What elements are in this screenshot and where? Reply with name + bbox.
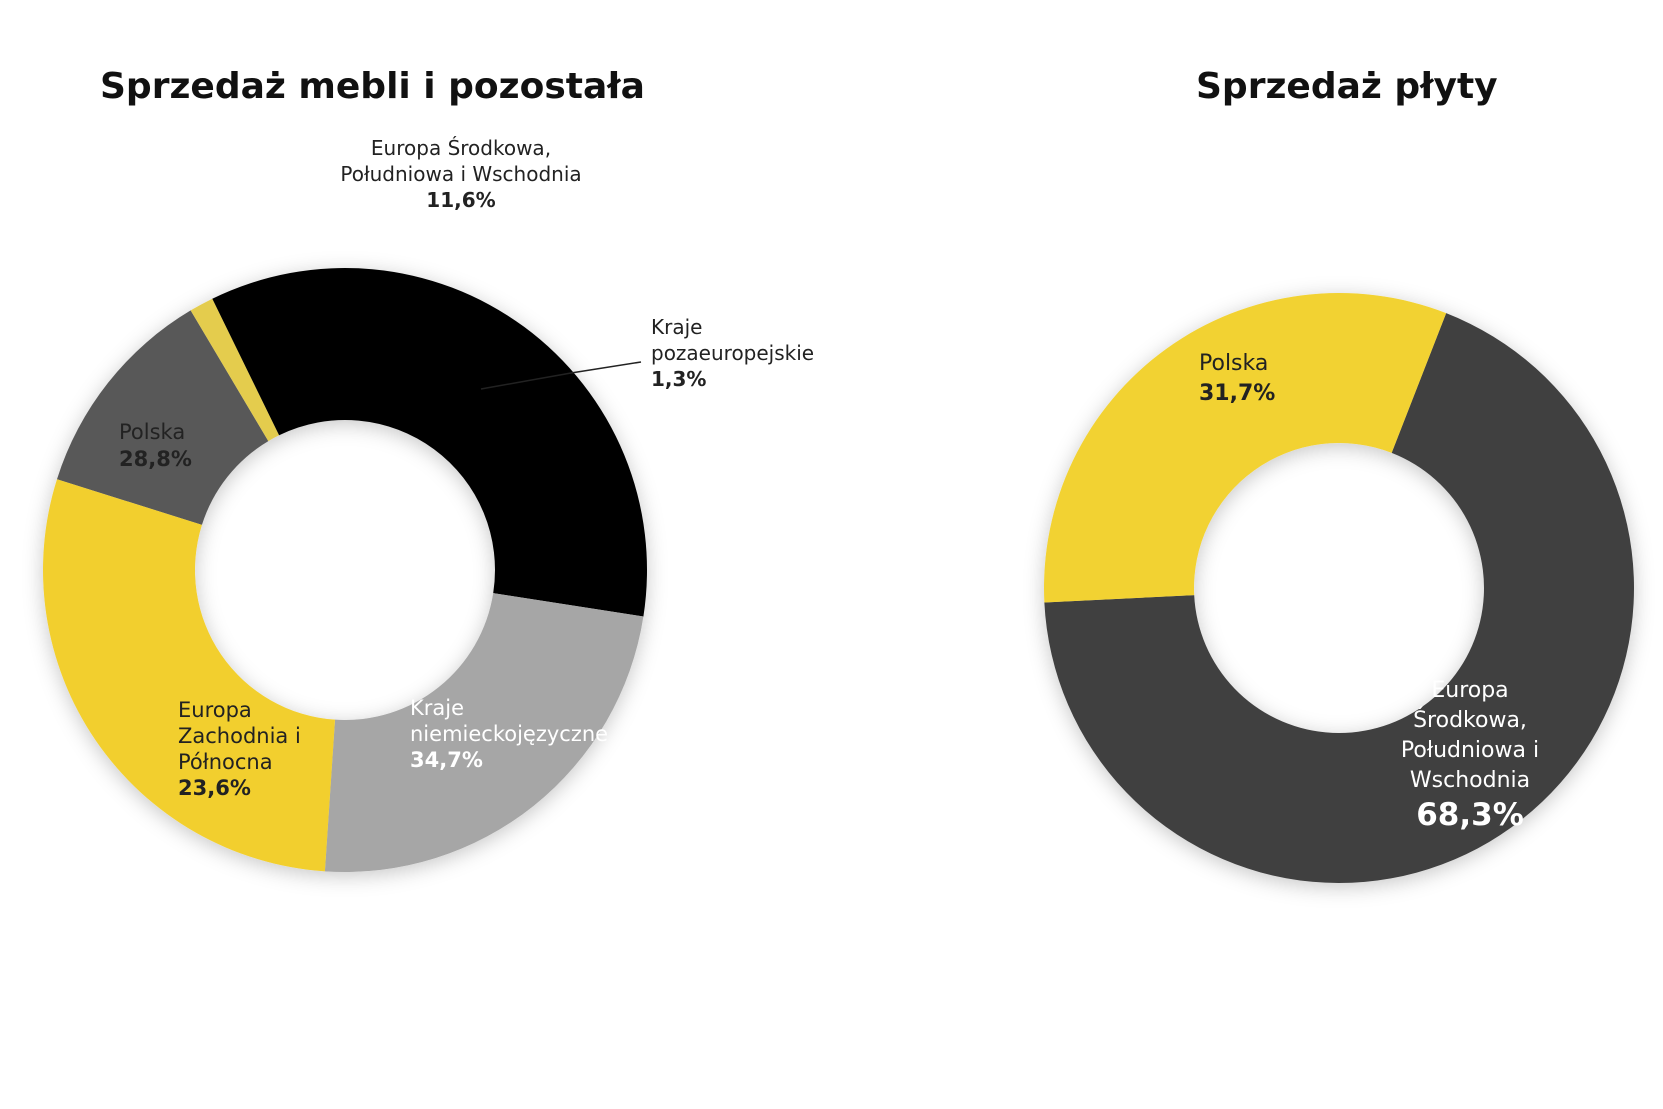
label-line: Południowa i Wschodnia (340, 162, 581, 186)
data-label-europa-srodkowa-poludniowa-i-wschodnia: Europa Środkowa, Południowa i Wschodnia 11… (340, 136, 581, 212)
slice-kraje-niemieckojezyczne (212, 267, 648, 617)
label-line: Kraje (410, 696, 464, 720)
label-line: Środkowa, (1413, 707, 1527, 733)
value-label: 28,8% (119, 447, 192, 471)
data-label-kraje-niemieckojezyczne: Kraje niemieckojęzyczne 34,7% (410, 696, 608, 772)
slice-europa-zachodnia-i-polnocna (324, 593, 644, 873)
label-line: pozaeuropejskie (651, 341, 814, 365)
value-label: 1,3% (651, 367, 706, 391)
data-label-polska: Polska 31,7% (1199, 351, 1275, 406)
chart-title-board: Sprzedaż płyty (1196, 66, 1498, 107)
label-line: Europa (1431, 678, 1508, 703)
label-line: Europa Środkowa, (371, 136, 551, 160)
slice-polska (1044, 292, 1447, 603)
label-line: Południowa i (1401, 738, 1539, 763)
chart-board-slices (1044, 292, 1635, 883)
slice-labels: Europa Środkowa, Południowa i Wschodnia 11… (119, 136, 1539, 833)
chart-title-furniture: Sprzedaż mebli i pozostała (100, 66, 645, 107)
leader-line (480, 361, 642, 390)
data-label-polska: Polska 28,8% (119, 420, 192, 471)
slice-europa-srodkowa-poludniowa-i-wschodnia (56, 310, 269, 525)
label-line: Wschodnia (1410, 768, 1530, 793)
slice-europa-srodkowa-poludniowa-i-wschodnia (1044, 313, 1635, 883)
slice-kraje-pozaeuropejskie (190, 298, 280, 442)
value-label: 11,6% (426, 188, 495, 212)
label-line: Kraje (651, 315, 702, 339)
label-line: Polska (119, 420, 185, 444)
label-line: Północna (178, 750, 273, 774)
chart-furniture-slices (43, 267, 648, 873)
data-label-europa-zachodnia-i-polnocna: Europa Zachodnia i Północna 23,6% (178, 698, 301, 800)
value-label: 31,7% (1199, 381, 1275, 406)
value-label: 34,7% (410, 748, 483, 772)
value-label: 23,6% (178, 776, 251, 800)
value-label: 68,3% (1416, 797, 1524, 833)
label-line: Polska (1199, 351, 1268, 376)
label-line: niemieckojęzyczne (410, 722, 608, 746)
data-label-kraje-pozaeuropejskie: Kraje pozaeuropejskie 1,3% (651, 315, 814, 391)
label-line: Zachodnia i (178, 724, 301, 748)
data-label-europa-srodkowa-poludniowa-i-wschodnia: Europa Środkowa, Południowa i Wschodnia 68,3… (1401, 678, 1539, 833)
slice-polska (43, 479, 336, 872)
label-line: Europa (178, 698, 252, 722)
